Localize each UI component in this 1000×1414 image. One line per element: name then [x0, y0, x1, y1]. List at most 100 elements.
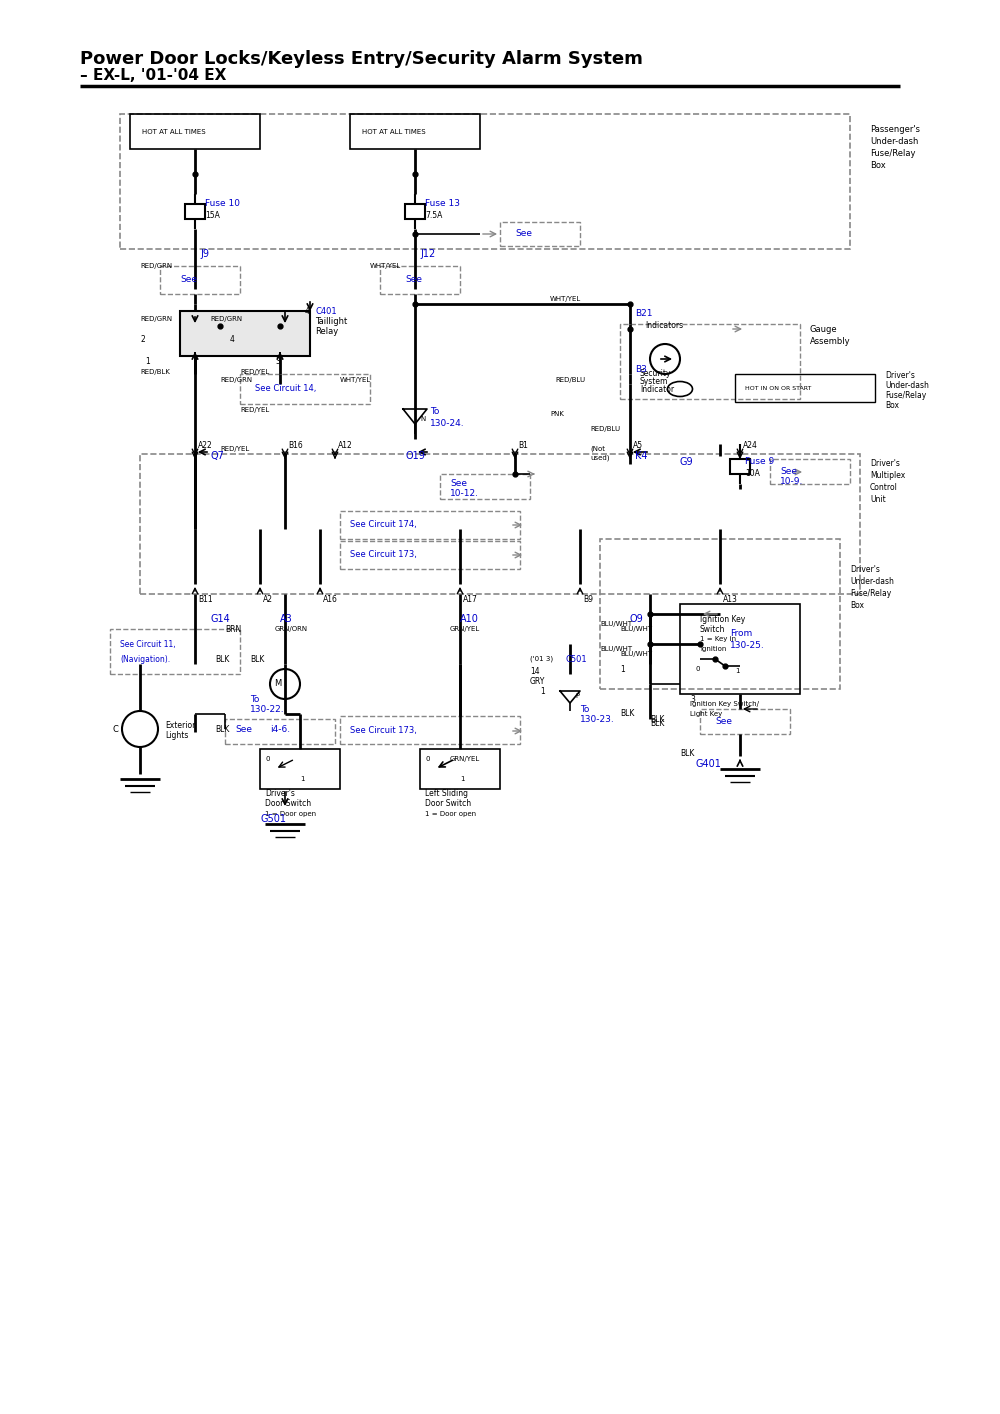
Bar	[680, 604, 800, 694]
Text: A22: A22	[198, 441, 213, 451]
Text: Unit: Unit	[870, 495, 886, 505]
Text: Left Sliding: Left Sliding	[425, 789, 468, 799]
Bar	[185, 204, 205, 219]
Text: WHT/YEL: WHT/YEL	[340, 378, 371, 383]
Text: 14: 14	[530, 666, 540, 676]
Text: Driver's: Driver's	[885, 372, 915, 380]
Bar	[120, 115, 850, 249]
Text: 1: 1	[300, 776, 305, 782]
Text: GRN/ORN: GRN/ORN	[275, 626, 308, 632]
Text: See Circuit 174,: See Circuit 174,	[350, 520, 417, 529]
Text: BLU/WHT: BLU/WHT	[620, 626, 652, 632]
Text: Taillight: Taillight	[315, 318, 347, 327]
Text: Exterior: Exterior	[165, 721, 195, 731]
Text: RED/BLU: RED/BLU	[590, 426, 620, 433]
Text: 1 = Door open: 1 = Door open	[425, 812, 476, 817]
Text: A13: A13	[723, 594, 738, 604]
Bar	[730, 460, 750, 474]
Text: O9: O9	[630, 614, 644, 624]
Text: BRN: BRN	[225, 625, 241, 633]
Text: ('01 3): ('01 3)	[530, 656, 553, 662]
Text: 1 = Key in: 1 = Key in	[700, 636, 736, 642]
Text: G14: G14	[210, 614, 230, 624]
Text: BLK: BLK	[215, 655, 229, 663]
Text: Door Switch: Door Switch	[425, 799, 471, 809]
Text: Q7: Q7	[210, 451, 224, 461]
Text: J9: J9	[200, 249, 209, 259]
Text: 0: 0	[425, 756, 430, 762]
Text: 1: 1	[620, 665, 625, 673]
Text: RED/BLU: RED/BLU	[555, 378, 585, 383]
Text: See: See	[515, 229, 532, 239]
Text: 1: 1	[540, 687, 545, 696]
Text: HOT AT ALL TIMES: HOT AT ALL TIMES	[362, 129, 426, 134]
Text: See: See	[450, 479, 467, 488]
Text: 3: 3	[690, 694, 695, 704]
Text: B9: B9	[583, 594, 593, 604]
Text: GRN/YEL: GRN/YEL	[450, 756, 480, 762]
Text: B16: B16	[288, 441, 303, 451]
Text: Box: Box	[870, 161, 886, 170]
Bar	[420, 749, 500, 789]
Text: Box: Box	[850, 601, 864, 609]
Text: See: See	[405, 276, 422, 284]
Text: Fuse/Relay: Fuse/Relay	[885, 392, 926, 400]
Text: See Circuit 14,: See Circuit 14,	[255, 385, 316, 393]
Text: C: C	[112, 724, 118, 734]
Text: ignition: ignition	[700, 646, 726, 652]
Text: Assembly: Assembly	[810, 337, 851, 345]
Text: B11: B11	[198, 594, 213, 604]
Text: Power Door Locks/Keyless Entry/Security Alarm System: Power Door Locks/Keyless Entry/Security …	[80, 49, 643, 68]
Bar	[340, 510, 520, 539]
Text: 4: 4	[305, 307, 310, 317]
Bar	[770, 460, 850, 484]
Text: To: To	[250, 694, 259, 704]
Text: RED/YEL: RED/YEL	[220, 445, 249, 452]
Text: BLK: BLK	[620, 710, 634, 718]
Text: See: See	[715, 717, 732, 727]
Text: See Circuit 11,: See Circuit 11,	[120, 639, 176, 649]
Text: System: System	[640, 378, 668, 386]
Text: Fuse 10: Fuse 10	[205, 199, 240, 208]
Text: Ignition Key: Ignition Key	[700, 615, 745, 624]
Text: Security: Security	[640, 369, 672, 379]
Text: RED/GRN: RED/GRN	[140, 263, 172, 269]
Text: 10A: 10A	[745, 469, 760, 478]
Text: HOT IN ON OR START: HOT IN ON OR START	[745, 386, 811, 390]
Text: Box: Box	[885, 402, 899, 410]
Text: 1: 1	[145, 358, 150, 366]
Text: A16: A16	[323, 594, 338, 604]
Text: A2: A2	[263, 594, 273, 604]
Text: Door Switch: Door Switch	[265, 799, 311, 809]
Text: Driver's: Driver's	[870, 460, 900, 468]
Text: 4: 4	[230, 335, 235, 344]
Bar	[340, 542, 520, 568]
Text: A12: A12	[338, 441, 353, 451]
Text: B1: B1	[518, 441, 528, 451]
Text: BLU/WHT: BLU/WHT	[600, 621, 632, 626]
Text: Ignition Key Switch/: Ignition Key Switch/	[690, 701, 759, 707]
Text: K4: K4	[635, 451, 648, 461]
Bar	[130, 115, 260, 148]
Text: i4-6.: i4-6.	[270, 724, 290, 734]
Text: Light Key: Light Key	[690, 711, 722, 717]
Text: A5: A5	[633, 441, 643, 451]
Text: Under-dash: Under-dash	[885, 382, 929, 390]
Text: WHT/YEL: WHT/YEL	[550, 296, 581, 303]
Text: – EX-L, '01-'04 EX: – EX-L, '01-'04 EX	[80, 68, 226, 83]
Text: C501: C501	[565, 655, 587, 663]
Text: GRY: GRY	[530, 676, 545, 686]
Text: 1: 1	[460, 776, 465, 782]
Bar	[600, 539, 840, 689]
Bar	[620, 324, 800, 399]
Text: RED/GRN: RED/GRN	[210, 315, 242, 322]
Text: 1 = Door open: 1 = Door open	[265, 812, 316, 817]
Text: A10: A10	[460, 614, 479, 624]
Text: RED/GRN: RED/GRN	[140, 315, 172, 322]
Text: Driver's: Driver's	[265, 789, 295, 799]
Text: Fuse 13: Fuse 13	[425, 199, 460, 208]
Text: BLK: BLK	[650, 714, 664, 724]
Text: Indicators: Indicators	[645, 321, 683, 331]
Text: Gauge: Gauge	[810, 324, 838, 334]
Text: B3: B3	[635, 365, 647, 373]
